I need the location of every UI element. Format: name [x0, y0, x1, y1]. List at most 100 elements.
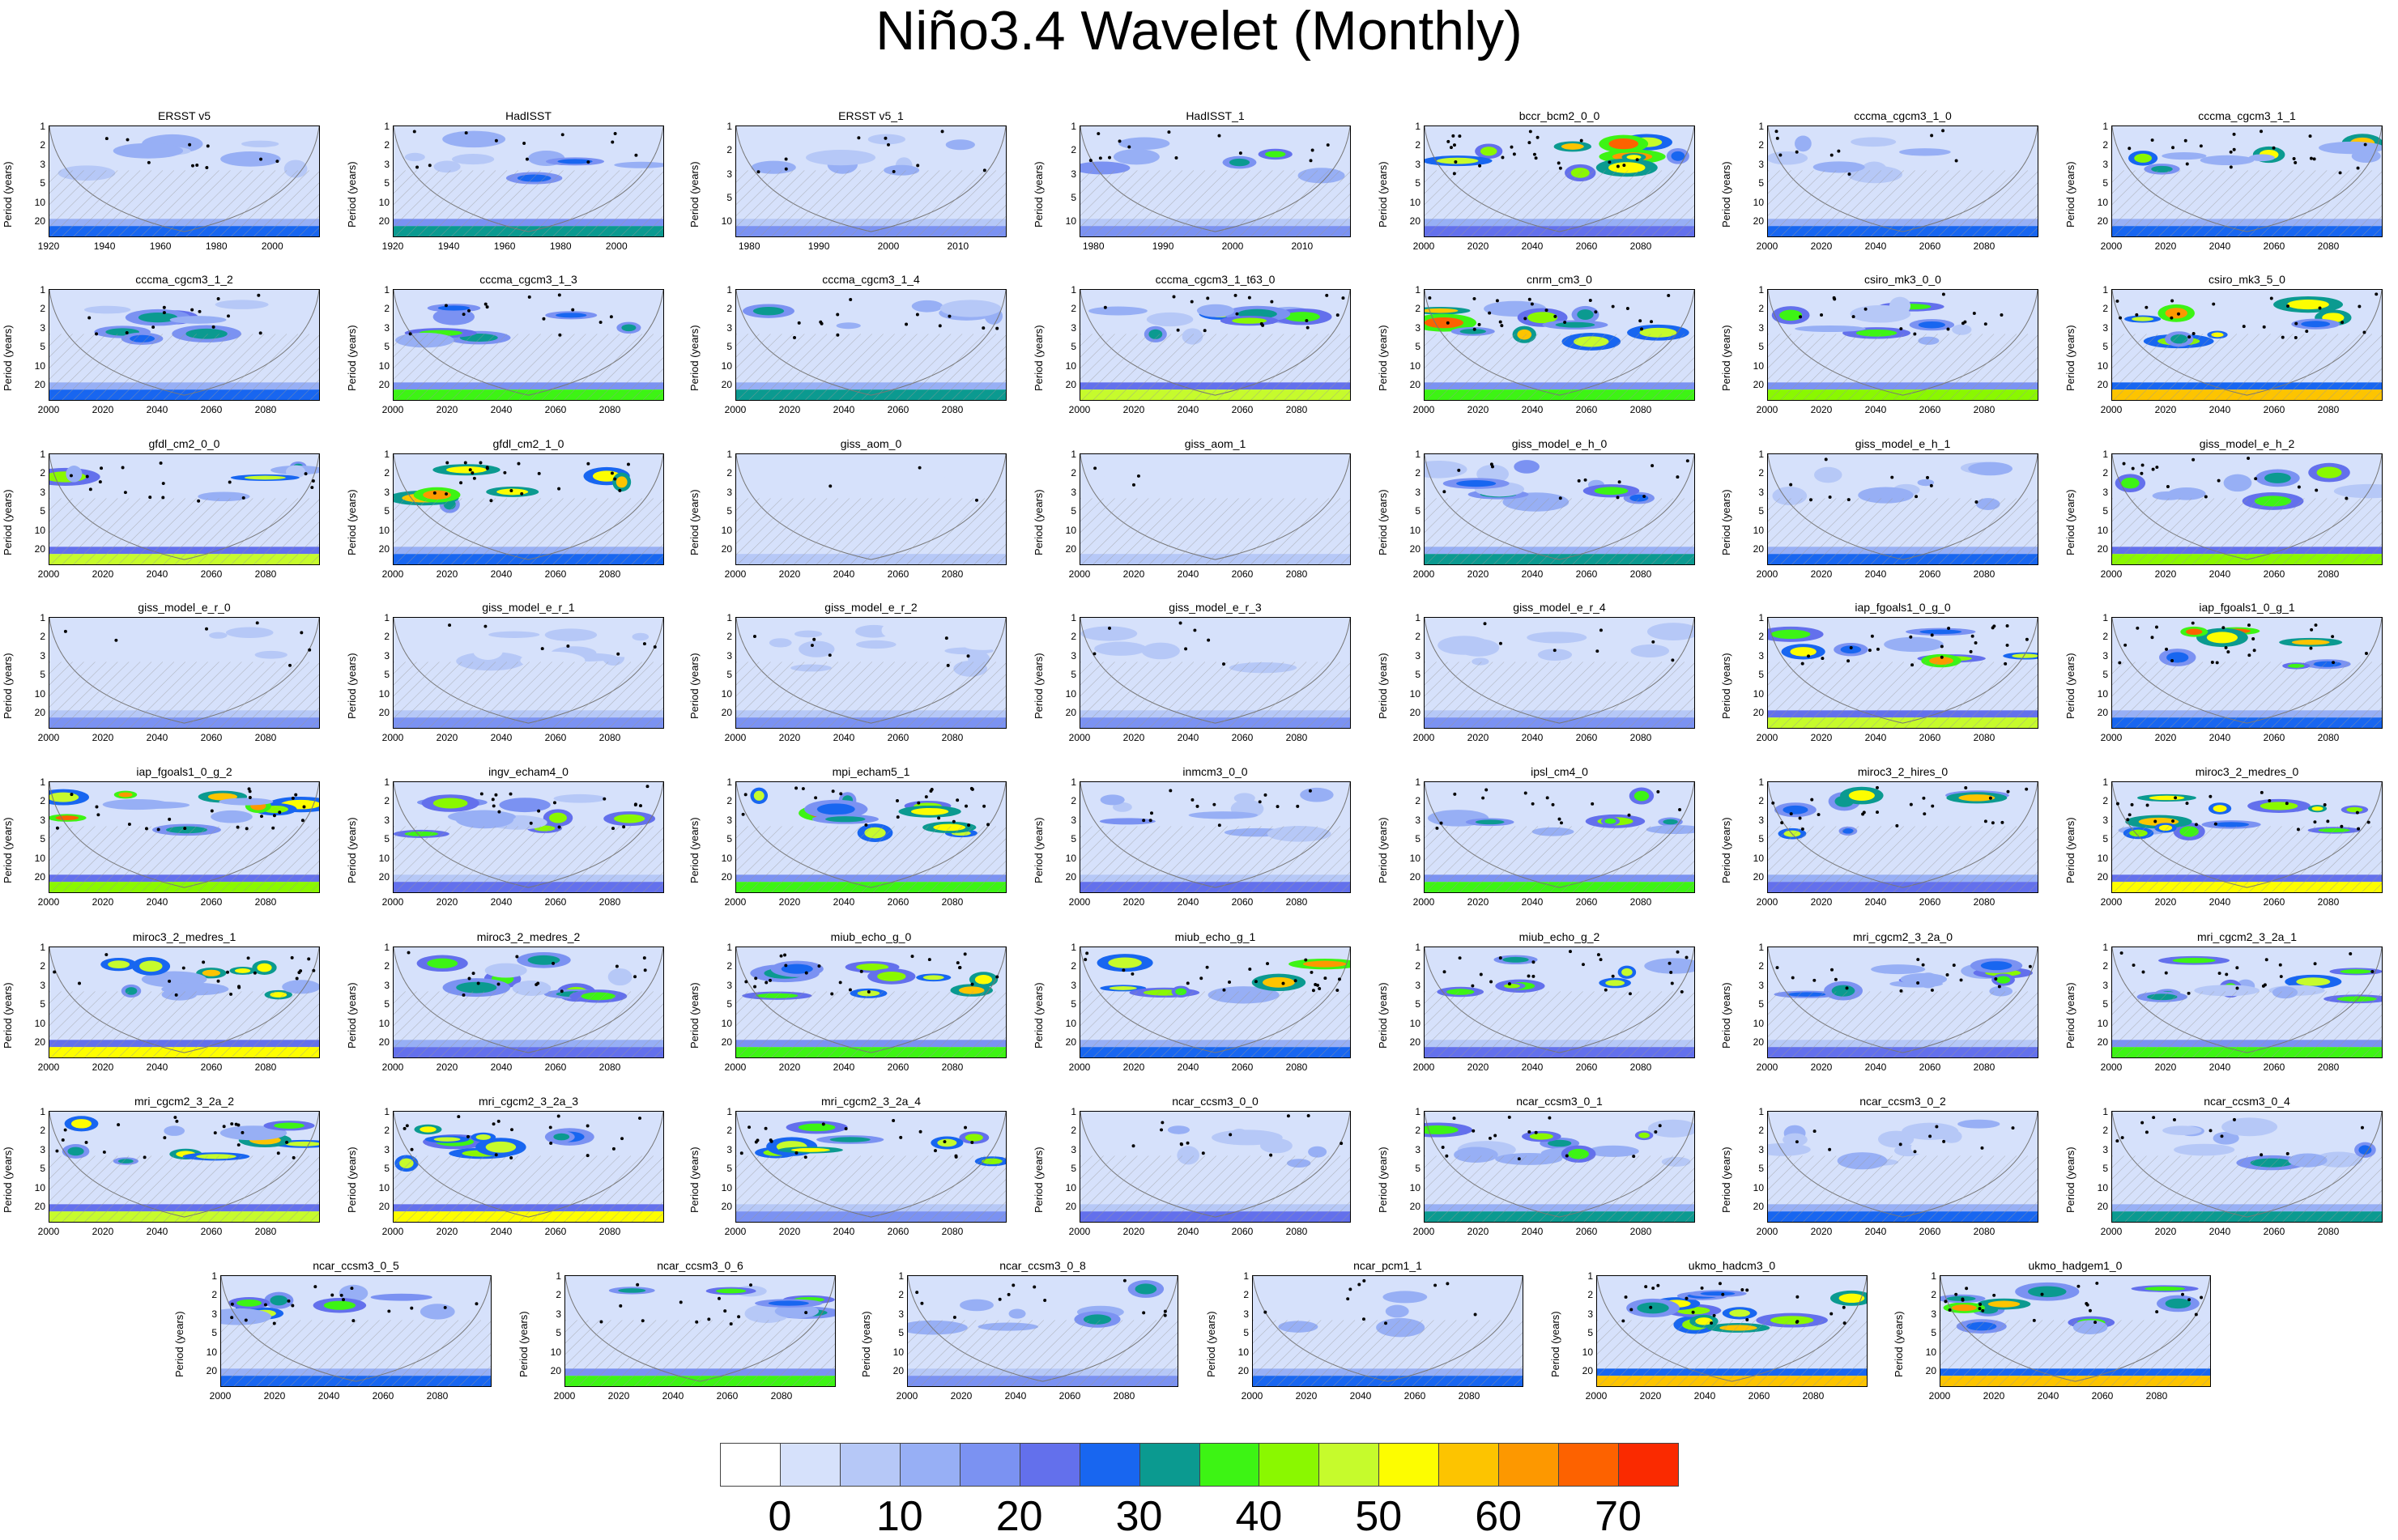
hatch-line: [1448, 170, 1516, 236]
hatch-line: [1673, 1201, 1694, 1222]
power-contour: [2213, 1131, 2239, 1145]
y-axis-label: Period (years): [1720, 489, 1732, 555]
significance-dot: [1270, 300, 1274, 304]
hatch-line: [805, 334, 873, 400]
significance-dot: [831, 789, 835, 793]
hatch-line: [552, 826, 620, 892]
hatch-line: [530, 334, 598, 400]
hatch-line: [1824, 1343, 1867, 1386]
y-tick-label: 2: [384, 467, 390, 479]
hatch-line: [2112, 170, 2147, 205]
significance-dot: [330, 1293, 334, 1297]
hatch-line: [586, 334, 654, 400]
hatch-line: [575, 662, 643, 728]
y-tick-label: 3: [2102, 649, 2108, 662]
hatch-line: [2225, 334, 2294, 400]
hatch-line: [736, 826, 782, 872]
hatch-line: [598, 334, 663, 400]
hatch-line: [1228, 170, 1296, 236]
hatch-line: [49, 1155, 62, 1168]
colorbar-label: 0: [768, 1493, 792, 1540]
wavelet-panel: cccma_cgcm3_1_3 Period (years) 1 2 3 5 10 20 200…: [346, 273, 664, 415]
wavelet-panel: ncar_ccsm3_0_8 Period (years) 1 2 3 5 10 20 2000…: [860, 1259, 1178, 1402]
hatch-line: [118, 334, 186, 400]
x-tick-label: 2000: [1412, 1061, 1435, 1073]
power-contour-peak: [2213, 822, 2250, 827]
hatch-line: [642, 707, 663, 728]
wavelet-panel: inmcm3_0_0 Period (years) 1 2 3 5 10 20 2000 2020…: [1033, 765, 1351, 908]
hatch-line: [1915, 662, 1983, 728]
hatch-line: [586, 826, 654, 892]
hatch-line: [394, 662, 406, 674]
hatch-line: [1583, 498, 1651, 564]
significance-dot: [1656, 1283, 1660, 1287]
hatch-line: [394, 498, 440, 544]
y-tick-label: 10: [1065, 215, 1076, 228]
low-frequency-band: [1768, 547, 2038, 555]
hatch-line: [1663, 1190, 1694, 1222]
hatch-line: [49, 170, 96, 216]
significance-dot: [471, 471, 475, 475]
y-tick-label: 1: [40, 776, 45, 788]
x-tick-label: 2060: [1575, 1061, 1598, 1073]
significance-dot: [1446, 321, 1450, 325]
hatch-line: [1205, 662, 1273, 728]
hatch-line: [1501, 1365, 1523, 1386]
hatch-line: [107, 662, 175, 728]
x-tick-label: 2060: [544, 404, 567, 415]
power-contour-peak: [1700, 1291, 1736, 1296]
power-contour: [1772, 486, 1808, 505]
significance-dot: [1439, 821, 1443, 825]
x-tick-label: 2000: [381, 732, 404, 743]
significance-dot: [1335, 313, 1340, 317]
hatch-line: [1756, 1320, 1824, 1386]
low-frequency-band: [1768, 1040, 2038, 1048]
hatch-line: [73, 662, 141, 728]
x-tick-label: 2000: [724, 1061, 747, 1073]
hatch-line: [1617, 826, 1685, 892]
wavelet-power-plot: [1080, 947, 1351, 1058]
hatch-line: [152, 334, 219, 400]
significance-dot: [525, 157, 529, 161]
y-tick-label: 3: [40, 158, 45, 170]
y-tick-label: 3: [2102, 486, 2108, 498]
hatch-line: [1893, 170, 1961, 236]
hatch-line: [1183, 498, 1250, 564]
power-contour: [155, 652, 198, 659]
y-tick-label: 3: [1071, 1143, 1076, 1155]
hatch-line: [861, 826, 929, 892]
hatch-line: [163, 170, 231, 236]
hatch-line: [253, 827, 319, 892]
power-contour-peak: [433, 1137, 461, 1142]
significance-dot: [1964, 786, 1968, 789]
hatch-line: [265, 1003, 319, 1057]
hatch-line: [1284, 1156, 1350, 1222]
significance-dot: [887, 143, 890, 147]
wavelet-power-plot: [393, 617, 664, 729]
hatch-line: [575, 498, 643, 564]
hatch-line: [2113, 170, 2181, 236]
hatch-line: [1803, 1155, 1871, 1222]
significance-dot: [610, 471, 614, 475]
power-contour-peak: [207, 793, 238, 801]
wavelet-svg: [736, 618, 1006, 728]
wavelet-panel: ncar_ccsm3_0_0 Period (years) 1 2 3 5 10 20 2000…: [1033, 1095, 1351, 1237]
x-tick-label: 2000: [381, 404, 404, 415]
hatch-line: [2112, 662, 2147, 696]
y-tick-label: 10: [1753, 196, 1764, 208]
wavelet-power-plot: [1080, 781, 1351, 893]
hatch-line: [185, 170, 253, 236]
low-frequency-band: [1425, 382, 1694, 390]
significance-dot: [271, 826, 275, 830]
hatch-line: [2112, 334, 2170, 391]
hatch-line: [1115, 662, 1183, 728]
hatch-line: [1459, 991, 1527, 1057]
hatch-line: [908, 1320, 965, 1377]
hatch-line: [918, 1155, 986, 1222]
panel-title: ncar_pcm1_1: [1353, 1259, 1422, 1272]
hatch-line: [1949, 991, 2017, 1057]
hatch-line: [1549, 498, 1617, 564]
hatch-line: [589, 1320, 657, 1386]
y-tick-label: 1: [2102, 121, 2108, 132]
x-tick-label: 2040: [1004, 1390, 1027, 1402]
